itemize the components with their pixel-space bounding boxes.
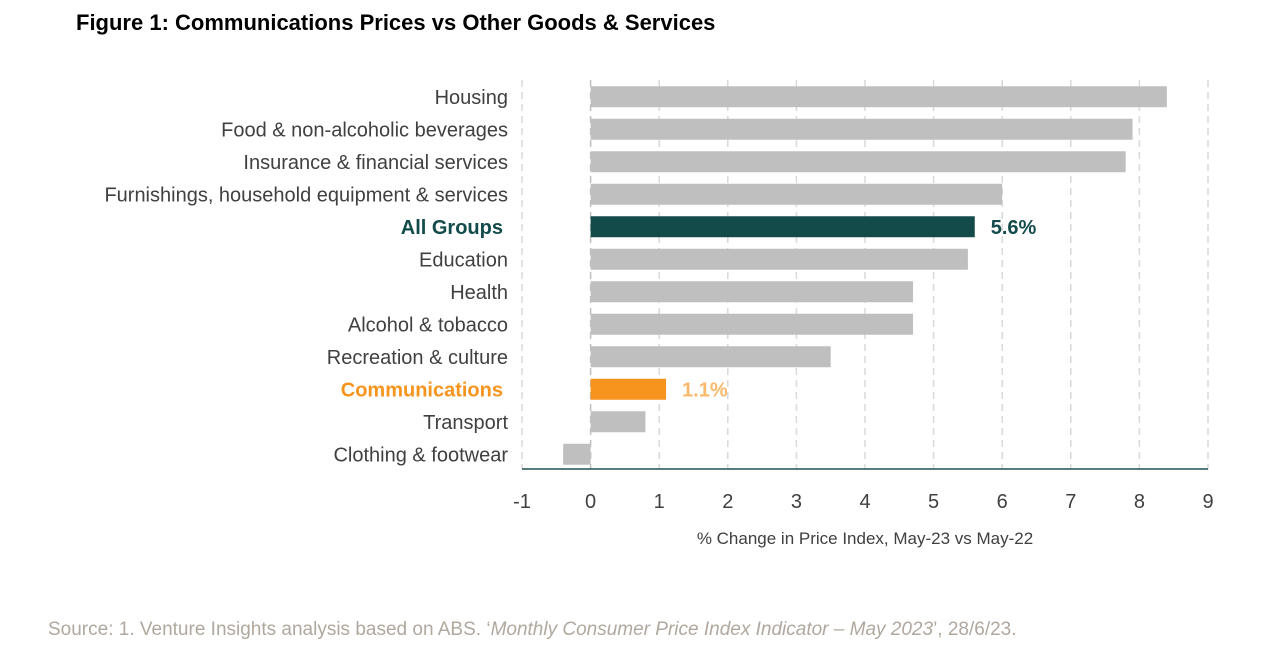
x-tick-label-3: 2: [722, 491, 733, 513]
bar-furnishings-household-equipment-services: [590, 183, 1003, 205]
category-label-furnishings-household-equipment-services: Furnishings, household equipment & servi…: [104, 184, 508, 206]
bar-insurance-financial-services: [590, 151, 1126, 173]
category-label-communications: Communications: [341, 379, 503, 401]
x-tick-label-0: -1: [513, 491, 531, 513]
x-tick-label-10: 9: [1202, 491, 1213, 513]
category-label-all-groups: All Groups: [401, 217, 503, 239]
x-tick-label-5: 4: [859, 491, 870, 513]
bar-clothing-footwear: [563, 443, 591, 465]
source-prefix: Source: 1. Venture Insights analysis bas…: [48, 619, 491, 640]
x-tick-label-2: 1: [654, 491, 665, 513]
source-suffix: ’, 28/6/23.: [933, 619, 1017, 640]
x-axis-title: % Change in Price Index, May-23 vs May-2…: [697, 529, 1033, 548]
category-label-recreation-culture: Recreation & culture: [327, 347, 508, 369]
bar-health: [590, 281, 914, 303]
chart-title: Figure 1: Communications Prices vs Other…: [76, 10, 716, 35]
bar-alcohol-tobacco: [590, 313, 914, 335]
x-tick-label-8: 7: [1065, 491, 1076, 513]
bar-housing: [590, 86, 1167, 108]
x-tick-label-1: 0: [585, 491, 596, 513]
category-label-education: Education: [419, 249, 508, 271]
category-label-transport: Transport: [423, 412, 508, 434]
source-italic: Monthly Consumer Price Index Indicator –…: [490, 619, 934, 640]
category-label-housing: Housing: [435, 87, 508, 109]
bar-chart: Housing Food & non-alcoholic beverages Ins…: [104, 80, 1214, 548]
category-label-clothing-footwear: Clothing & footwear: [333, 444, 508, 466]
x-tick-label-7: 6: [997, 491, 1008, 513]
bar-education: [590, 248, 968, 270]
bar-transport: [590, 411, 646, 433]
x-tick-label-6: 5: [928, 491, 939, 513]
data-label-all-groups: 5.6%: [991, 217, 1037, 239]
source-note: Source: 1. Venture Insights analysis bas…: [48, 619, 1017, 641]
bar-recreation-culture: [590, 346, 831, 368]
category-label-health: Health: [450, 282, 508, 304]
x-tick-label-9: 8: [1134, 491, 1145, 513]
category-label-food-non-alcoholic-beverages: Food & non-alcoholic beverages: [221, 119, 508, 141]
x-tick-label-4: 3: [791, 491, 802, 513]
category-label-alcohol-tobacco: Alcohol & tobacco: [348, 314, 508, 336]
data-label-communications: 1.1%: [682, 379, 728, 401]
bar-food-non-alcoholic-beverages: [590, 118, 1133, 140]
bar-all-groups: [590, 216, 975, 238]
category-label-insurance-financial-services: Insurance & financial services: [243, 152, 508, 174]
bar-communications: [590, 378, 667, 400]
